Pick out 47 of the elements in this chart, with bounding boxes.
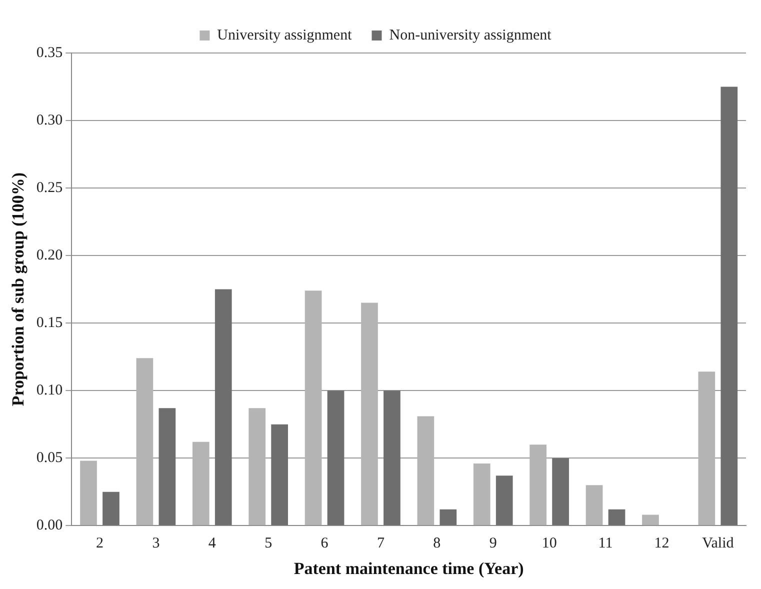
x-tick-label: 7 (376, 536, 385, 552)
bar (80, 460, 97, 526)
bar (530, 444, 547, 526)
bar (327, 390, 344, 526)
bar (192, 442, 210, 526)
bar (720, 86, 738, 526)
x-tick-label: 10 (542, 536, 557, 552)
x-tick-label: 9 (489, 536, 497, 552)
y-tick-label: 0.15 (36, 314, 63, 331)
bar (608, 509, 626, 526)
x-tick-label: 4 (208, 536, 216, 552)
bar (496, 476, 513, 526)
bar (473, 463, 490, 526)
bar (102, 492, 120, 526)
x-tick-label: Valid (702, 536, 734, 552)
y-tick-label: 0.35 (36, 44, 63, 61)
x-tick-label: 3 (152, 536, 160, 552)
x-tick-label: 6 (320, 536, 329, 552)
y-tick-label: 0.30 (36, 112, 63, 128)
bar (552, 458, 569, 526)
bar (248, 408, 266, 526)
bar (384, 390, 400, 526)
bar (214, 289, 232, 526)
y-tick-label: 0.10 (36, 382, 63, 399)
legend-label: Non-university assignment (389, 27, 552, 44)
y-axis-title: Proportion of sub group (100%) (8, 172, 28, 406)
bar (361, 302, 378, 526)
y-tick-label: 0.00 (36, 518, 63, 534)
legend-label: University assignment (217, 27, 353, 44)
y-tick-label: 0.20 (36, 247, 63, 264)
x-tick-label: 5 (264, 536, 272, 552)
x-tick-label: 12 (654, 536, 670, 552)
x-axis-title: Patent maintenance time (Year) (294, 559, 524, 578)
bar (440, 509, 457, 526)
bar (642, 514, 659, 526)
bar (698, 372, 716, 526)
x-tick-label: 11 (598, 536, 613, 552)
x-tick-label: 8 (433, 536, 441, 552)
y-tick-label: 0.05 (36, 450, 63, 466)
bar (136, 358, 154, 526)
bar (304, 290, 322, 526)
x-tick-label: 2 (96, 536, 104, 552)
y-tick-label: 0.25 (36, 180, 63, 196)
bar (417, 416, 434, 526)
bar (586, 485, 603, 526)
bar (271, 424, 288, 526)
bar (158, 408, 176, 526)
